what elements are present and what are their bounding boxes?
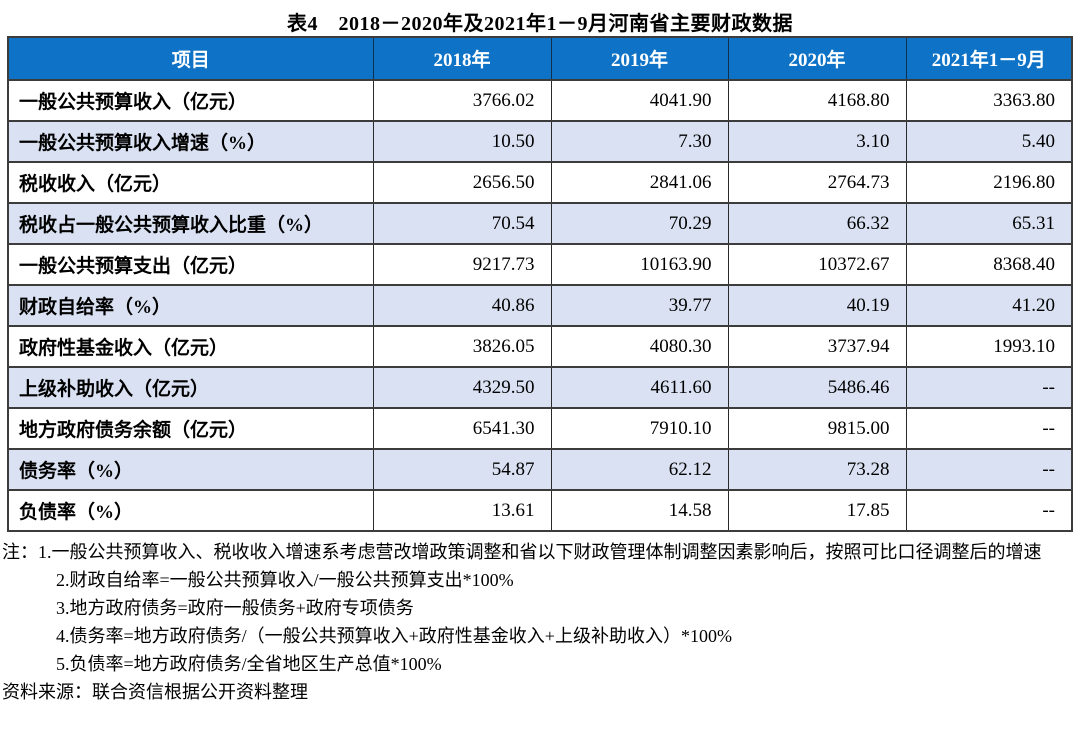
row-value: 5.40: [905, 120, 1073, 163]
table-row: 一般公共预算收入（亿元） 3766.02 4041.90 4168.80 3363.80: [7, 79, 1073, 122]
row-label: 债务率（%）: [7, 448, 374, 491]
row-value: 70.54: [372, 202, 552, 245]
table-row: 债务率（%） 54.87 62.12 73.28 --: [7, 448, 1073, 491]
table-header-row: 项目 2018年 2019年 2020年 2021年1－9月: [7, 36, 1073, 81]
row-value: 4611.60: [550, 366, 729, 409]
row-value: 4041.90: [550, 79, 729, 122]
note-line: 注：1.一般公共预算收入、税收收入增速系考虑营改增政策调整和省以下财政管理体制调…: [2, 542, 1042, 562]
financial-data-table: 项目 2018年 2019年 2020年 2021年1－9月 一般公共预算收入（亿元） 3…: [7, 36, 1073, 532]
row-label: 地方政府债务余额（亿元）: [7, 407, 374, 450]
table-row: 一般公共预算收入增速（%） 10.50 7.30 3.10 5.40: [7, 120, 1073, 163]
row-value: 3826.05: [372, 325, 552, 368]
row-value: 13.61: [372, 489, 552, 532]
row-value: 41.20: [905, 284, 1073, 327]
table-row: 负债率（%） 13.61 14.58 17.85 --: [7, 489, 1073, 532]
row-value: 3.10: [727, 120, 907, 163]
table-row: 上级补助收入（亿元） 4329.50 4611.60 5486.46 --: [7, 366, 1073, 409]
row-value: --: [905, 407, 1073, 450]
row-label: 负债率（%）: [7, 489, 374, 532]
source-line: 资料来源：联合资信根据公开资料整理: [2, 682, 308, 702]
row-value: 2764.73: [727, 161, 907, 204]
row-value: 9217.73: [372, 243, 552, 286]
row-value: 17.85: [727, 489, 907, 532]
row-value: 3363.80: [905, 79, 1073, 122]
row-value: 66.32: [727, 202, 907, 245]
table-row: 政府性基金收入（亿元） 3826.05 4080.30 3737.94 1993.10: [7, 325, 1073, 368]
row-value: 8368.40: [905, 243, 1073, 286]
notes: 注：1.一般公共预算收入、税收收入增速系考虑营改增政策调整和省以下财政管理体制调…: [0, 532, 1080, 678]
column-header-period: 2019年: [550, 36, 729, 81]
row-value: 54.87: [372, 448, 552, 491]
row-value: 10.50: [372, 120, 552, 163]
row-label: 税收收入（亿元）: [7, 161, 374, 204]
row-value: 62.12: [550, 448, 729, 491]
row-label: 一般公共预算收入增速（%）: [7, 120, 374, 163]
row-value: 14.58: [550, 489, 729, 532]
row-value: 73.28: [727, 448, 907, 491]
column-header-period: 2018年: [372, 36, 552, 81]
row-label: 一般公共预算收入（亿元）: [7, 79, 374, 122]
row-value: 7.30: [550, 120, 729, 163]
row-value: 6541.30: [372, 407, 552, 450]
table-title: 表4 2018－2020年及2021年1－9月河南省主要财政数据: [287, 13, 793, 35]
row-value: 3766.02: [372, 79, 552, 122]
row-value: 70.29: [550, 202, 729, 245]
row-value: 2196.80: [905, 161, 1073, 204]
row-value: 2841.06: [550, 161, 729, 204]
row-value: 4168.80: [727, 79, 907, 122]
note-line: 2.财政自给率=一般公共预算收入/一般公共预算支出*100%: [56, 570, 514, 590]
row-value: 10372.67: [727, 243, 907, 286]
row-value: 4080.30: [550, 325, 729, 368]
note-line: 4.债务率=地方政府债务/（一般公共预算收入+政府性基金收入+上级补助收入）*1…: [56, 626, 732, 646]
column-header-period: 2020年: [727, 36, 907, 81]
row-label: 政府性基金收入（亿元）: [7, 325, 374, 368]
row-value: 1993.10: [905, 325, 1073, 368]
table-body: 一般公共预算收入（亿元） 3766.02 4041.90 4168.80 3363.80…: [7, 79, 1073, 532]
row-value: 4329.50: [372, 366, 552, 409]
row-value: --: [905, 366, 1073, 409]
row-value: 3737.94: [727, 325, 907, 368]
row-label: 财政自给率（%）: [7, 284, 374, 327]
column-header-period: 2021年1－9月: [905, 36, 1073, 81]
row-value: 65.31: [905, 202, 1073, 245]
note-line: 5.负债率=地方政府债务/全省地区生产总值*100%: [56, 654, 442, 674]
row-value: 5486.46: [727, 366, 907, 409]
row-value: 7910.10: [550, 407, 729, 450]
note-line: 3.地方政府债务=政府一般债务+政府专项债务: [56, 598, 414, 618]
row-value: --: [905, 448, 1073, 491]
table-row: 一般公共预算支出（亿元） 9217.73 10163.90 10372.67 8368.…: [7, 243, 1073, 286]
row-value: 2656.50: [372, 161, 552, 204]
column-header-item: 项目: [7, 36, 374, 81]
table-row: 税收占一般公共预算收入比重（%） 70.54 70.29 66.32 65.31: [7, 202, 1073, 245]
row-value: 40.86: [372, 284, 552, 327]
row-value: 39.77: [550, 284, 729, 327]
table-row: 财政自给率（%） 40.86 39.77 40.19 41.20: [7, 284, 1073, 327]
row-value: 40.19: [727, 284, 907, 327]
row-value: --: [905, 489, 1073, 532]
row-label: 一般公共预算支出（亿元）: [7, 243, 374, 286]
row-label: 上级补助收入（亿元）: [7, 366, 374, 409]
table-row: 地方政府债务余额（亿元） 6541.30 7910.10 9815.00 --: [7, 407, 1073, 450]
row-label: 税收占一般公共预算收入比重（%）: [7, 202, 374, 245]
table-row: 税收收入（亿元） 2656.50 2841.06 2764.73 2196.80: [7, 161, 1073, 204]
row-value: 9815.00: [727, 407, 907, 450]
row-value: 10163.90: [550, 243, 729, 286]
